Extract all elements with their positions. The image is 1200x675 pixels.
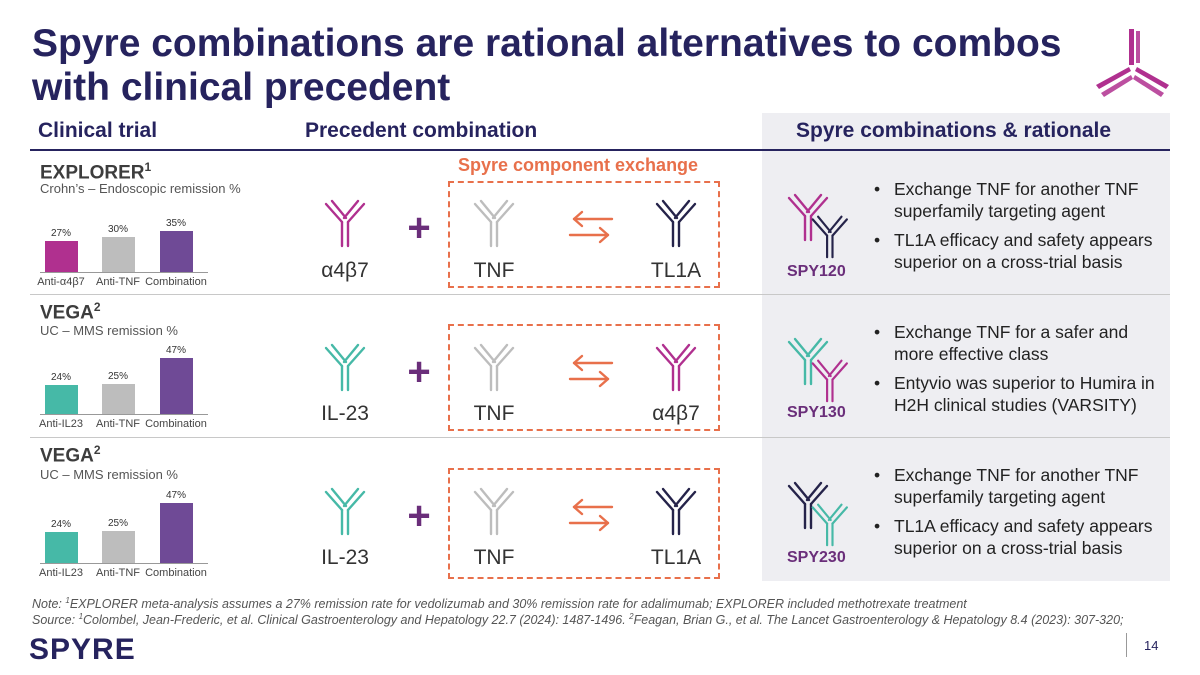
bar-category-label: Anti-TNF [96,567,140,579]
header-divider [30,149,1170,151]
plus-icon: + [407,494,431,538]
bar-chart: 24% Anti-IL23 25% Anti-TNF 47% Combination [39,340,208,432]
antibody-icon [324,487,366,536]
exchange-arrows-icon [568,354,614,388]
bar-value-label: 30% [107,224,128,235]
rationale-item: TL1A efficacy and safety appears superio… [872,229,1162,273]
spyre-product-label: SPY230 [787,549,846,566]
trial-name: VEGA2 [40,443,101,467]
bar-category-label: Anti-IL23 [38,418,84,430]
exchange-from-label: TNF [473,546,515,569]
header-spyre-combinations: Spyre combinations & rationale [796,119,1112,142]
trial-subtitle: Crohn’s – Endoscopic remission % [40,181,241,196]
antibody-icon [655,343,697,392]
rationale-item: Exchange TNF for another TNF superfamily… [872,178,1162,222]
trial-subtitle: UC – MMS remission % [40,323,178,338]
chart-bar [102,531,135,563]
exchange-label: Spyre component exchange [458,155,699,175]
chart-bar [45,532,78,563]
exchange-to-label: TL1A [650,259,702,282]
bar-value-label: 47% [165,345,186,356]
rationale-item: TL1A efficacy and safety appears superio… [872,515,1162,559]
exchange-to-label: TL1A [650,546,702,569]
spyre-wordmark-logo: SPYRE [29,633,136,666]
exchange-arrows-icon [568,210,614,244]
row-divider [30,294,1170,295]
chart-bar [45,385,78,414]
bar-value-label: 25% [107,371,128,382]
bar-category-label: Anti-TNF [96,418,140,430]
footer-divider [1126,633,1127,657]
chart-baseline [40,272,208,273]
trial-name: EXPLORER1 [40,160,152,184]
rationale-item: Exchange TNF for another TNF superfamily… [872,464,1162,508]
chart-bar [45,241,78,272]
antibody-icon [811,503,848,547]
bar-value-label: 24% [50,519,71,530]
bar-category-label: Combination [145,418,207,430]
rationale-list: Exchange TNF for another TNF superfamily… [872,464,1162,566]
exchange-arrows-icon [568,498,614,532]
antibody-icon [655,199,697,248]
footnote-note: Note: 1EXPLORER meta-analysis assumes a … [32,596,967,612]
antibody-icon [473,343,515,392]
page-title: Spyre combinations are rational alternat… [32,22,1062,109]
antibody-icon [787,481,829,530]
rationale-item: Exchange TNF for a safer and more effect… [872,321,1162,365]
bar-value-label: 25% [107,518,128,529]
antibody-icon [787,337,829,386]
spyre-product-label: SPY130 [787,404,846,421]
exchange-from-label: TNF [473,259,515,282]
rationale-item: Entyvio was superior to Humira in H2H cl… [872,372,1162,416]
chart-bar [102,237,135,272]
bar-value-label: 47% [165,490,186,501]
plus-icon: + [407,206,431,250]
row-divider [30,437,1170,438]
plus-icon: + [407,350,431,394]
antibody-icon [473,487,515,536]
spyre-product-label: SPY120 [787,263,846,280]
bar-category-label: Combination [145,567,207,579]
chart-bar [102,384,135,414]
header-precedent-combination: Precedent combination [305,119,538,142]
chart-baseline [40,414,208,415]
bar-category-label: Combination [145,276,207,288]
antibody-icon [473,199,515,248]
antibody-icon [324,199,366,248]
bar-chart: 27% Anti-α4β7 30% Anti-TNF 35% Combination [37,200,208,290]
precedent-target-label: α4β7 [321,259,369,282]
trial-subtitle: UC – MMS remission % [40,467,178,482]
bar-value-label: 24% [50,372,71,383]
exchange-from-label: TNF [473,402,515,425]
exchange-box [448,181,720,288]
chart-bar [160,231,193,272]
header-clinical-trial: Clinical trial [38,119,158,142]
bar-category-label: Anti-IL23 [38,567,84,579]
bar-value-label: 35% [165,218,186,229]
antibody-icon [811,215,848,259]
spyre-logo-mark-icon [1096,29,1169,97]
bar-category-label: Anti-TNF [96,276,140,288]
bar-chart: 24% Anti-IL23 25% Anti-TNF 47% Combination [39,485,208,581]
rationale-list: Exchange TNF for a safer and more effect… [872,321,1162,423]
antibody-icon [811,359,848,403]
bar-category-label: Anti-α4β7 [37,276,85,288]
chart-bar [160,503,193,563]
antibody-icon [655,487,697,536]
exchange-box [448,468,720,579]
chart-bar [160,358,193,414]
antibody-icon [787,193,829,242]
antibody-icon [324,343,366,392]
chart-baseline [40,563,208,564]
exchange-box [448,324,720,431]
bar-value-label: 27% [50,228,71,239]
precedent-target-label: IL-23 [321,402,369,425]
rationale-list: Exchange TNF for another TNF superfamily… [872,178,1162,280]
precedent-target-label: IL-23 [321,546,369,569]
footnote-source: Source: 1Colombel, Jean-Frederic, et al.… [32,612,1124,628]
exchange-to-label: α4β7 [652,402,700,425]
trial-name: VEGA2 [40,300,101,324]
page-number: 14 [1144,638,1159,653]
